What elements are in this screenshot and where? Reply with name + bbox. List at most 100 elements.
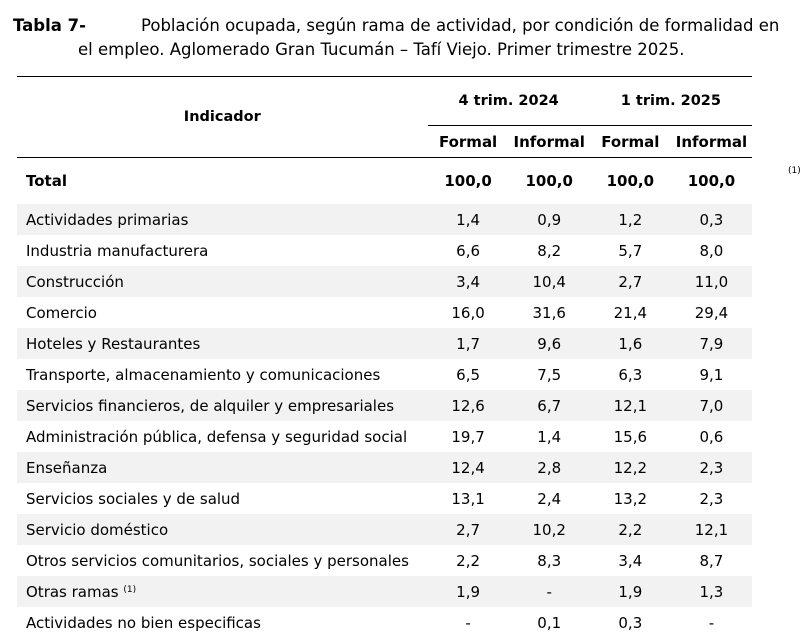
table-row: Servicio doméstico 2,7 10,2 2,2 12,1 [17,514,752,545]
cell-value: 6,6 [456,241,481,260]
row-label-text: Servicios financieros, de alquiler y emp… [26,396,395,415]
table-row: Actividades primarias 1,4 0,9 1,2 0,3 [17,204,752,235]
table-title: Tabla 7- Población ocupada, según rama de… [13,14,808,62]
table-number-label: Tabla 7- [13,16,86,35]
cell-value: 2,4 [537,489,562,508]
row-label-text: Industria manufacturera [26,241,209,260]
row-label-text: Comercio [26,303,97,322]
cell-value: 12,2 [589,452,671,483]
row-label-text: Actividades primarias [26,210,189,229]
total-footnote-marker: (1) [788,166,801,176]
cell-value: 5,7 [618,241,643,260]
indicator-header: Indicador [17,76,428,158]
cell-value: 21,4 [613,303,648,322]
cell-value: 2,7 [589,266,671,297]
cell-value: 1,3 [670,576,752,607]
cell-value: 2,2 [589,514,671,545]
row-label: Comercio [17,297,428,328]
cell-value: 15,6 [613,427,648,446]
row-label: Construcción [17,266,428,297]
row-label: Actividades primarias [17,204,428,235]
cell-value: 1,7 [427,328,509,359]
title-line-1: Tabla 7- Población ocupada, según rama de… [13,14,808,38]
cell-value: 2,3 [670,452,752,483]
cell-value: 7,0 [670,390,752,421]
cell-value: 11,0 [670,266,752,297]
cell-value: 1,2 [589,204,671,235]
row-label: Servicios sociales y de salud [17,483,428,514]
cell-value: 8,7 [699,551,724,570]
footnote-marker: (1) [123,584,137,595]
cell-value: 6,5 [456,365,481,384]
cell-value: 12,4 [427,452,509,483]
cell-value: 1,4 [427,204,509,235]
subheader-informal-2: Informal [670,125,752,158]
row-label-text: Hoteles y Restaurantes [26,334,201,353]
row-label: Actividades no bien especificas [17,607,428,638]
cell-value: 3,4 [618,551,643,570]
cell-value: 0,3 [670,204,752,235]
subheader-formal-2: Formal [589,125,671,158]
cell-value: 8,2 [537,241,562,260]
table-row: Otros servicios comunitarios, sociales y… [17,545,752,576]
cell-value: 3,4 [427,266,509,297]
cell-value: 2,2 [456,551,481,570]
row-label: Hoteles y Restaurantes [17,328,428,359]
cell-value: 31,6 [532,303,566,322]
total-value: 100,0 [444,172,492,190]
total-value: 100,0 [687,172,736,190]
row-label: Servicios financieros, de alquiler y emp… [17,390,428,421]
table-row: Servicios sociales y de salud 13,1 2,4 13,2… [17,483,752,514]
cell-value: 13,2 [613,489,648,508]
row-label: Servicio doméstico [17,514,428,545]
employment-table: Indicador 4 trim. 2024 1 trim. 2025 Form… [17,76,752,638]
row-label-text: Otras ramas [26,582,119,601]
period-header-2: 1 trim. 2025 [589,76,752,126]
cell-value: 7,9 [670,328,752,359]
table-row: Otras ramas (1) 1,9-1,9 1,3 [17,576,752,607]
cell-value: 2,7 [427,514,509,545]
table-row: Construcción 3,4 10,4 2,7 11,0 [17,266,752,297]
cell-value: 6,7 [508,390,590,421]
row-label-text: Actividades no bien especificas [26,613,261,632]
cell-value: - [708,613,715,632]
cell-value: 12,1 [670,514,752,545]
header-row-subheaders: Formal Informal Formal Informal [17,125,752,158]
table-row: Enseñanza 12,4 2,8 12,2 2,3 [17,452,752,483]
row-label: Otros servicios comunitarios, sociales y… [17,545,428,576]
cell-value: 0,3 [618,613,643,632]
table-row: Industria manufacturera 6,6 8,2 5,7 8,0 [17,235,752,266]
row-label: Industria manufacturera [17,235,428,266]
cell-value: 2,8 [508,452,590,483]
cell-value: 29,4 [694,303,729,322]
cell-value: 1,9 [589,576,671,607]
row-label-text: Enseñanza [26,458,108,477]
total-row: Total 100,0 100,0 100,0 100,0 [17,158,752,205]
row-label-text: Otros servicios comunitarios, sociales y… [26,551,409,570]
cell-value: 12,6 [427,390,509,421]
cell-value: 7,5 [537,365,562,384]
row-label-text: Administración pública, defensa y seguri… [26,427,408,446]
total-value: 100,0 [525,172,573,190]
cell-value: 1,4 [537,427,562,446]
table-row: Administración pública, defensa y seguri… [17,421,752,452]
header-row-periods: Indicador 4 trim. 2024 1 trim. 2025 [17,76,752,158]
subheader-informal-1: Informal [508,125,590,158]
title-text-line-1: Población ocupada, según rama de activid… [141,16,780,35]
row-label-text: Transporte, almacenamiento y comunicacio… [26,365,381,384]
data-table-container: Indicador 4 trim. 2024 1 trim. 2025 Form… [17,76,752,638]
table-row: Servicios financieros, de alquiler y emp… [17,390,752,421]
cell-value: 13,1 [451,489,485,508]
cell-value: 8,3 [537,551,562,570]
table-row: Comercio 16,0 31,6 21,4 29,4 [17,297,752,328]
cell-value: - [508,576,590,607]
cell-value: 10,4 [508,266,590,297]
cell-value: 9,6 [508,328,590,359]
cell-value: 1,6 [589,328,671,359]
cell-value: 8,0 [699,241,724,260]
cell-value: 10,2 [508,514,590,545]
table-row: Hoteles y Restaurantes 1,7 9,6 1,6 7,9 [17,328,752,359]
cell-value: 2,3 [699,489,724,508]
cell-value: 0,1 [537,613,562,632]
subheader-formal-1: Formal [427,125,509,158]
